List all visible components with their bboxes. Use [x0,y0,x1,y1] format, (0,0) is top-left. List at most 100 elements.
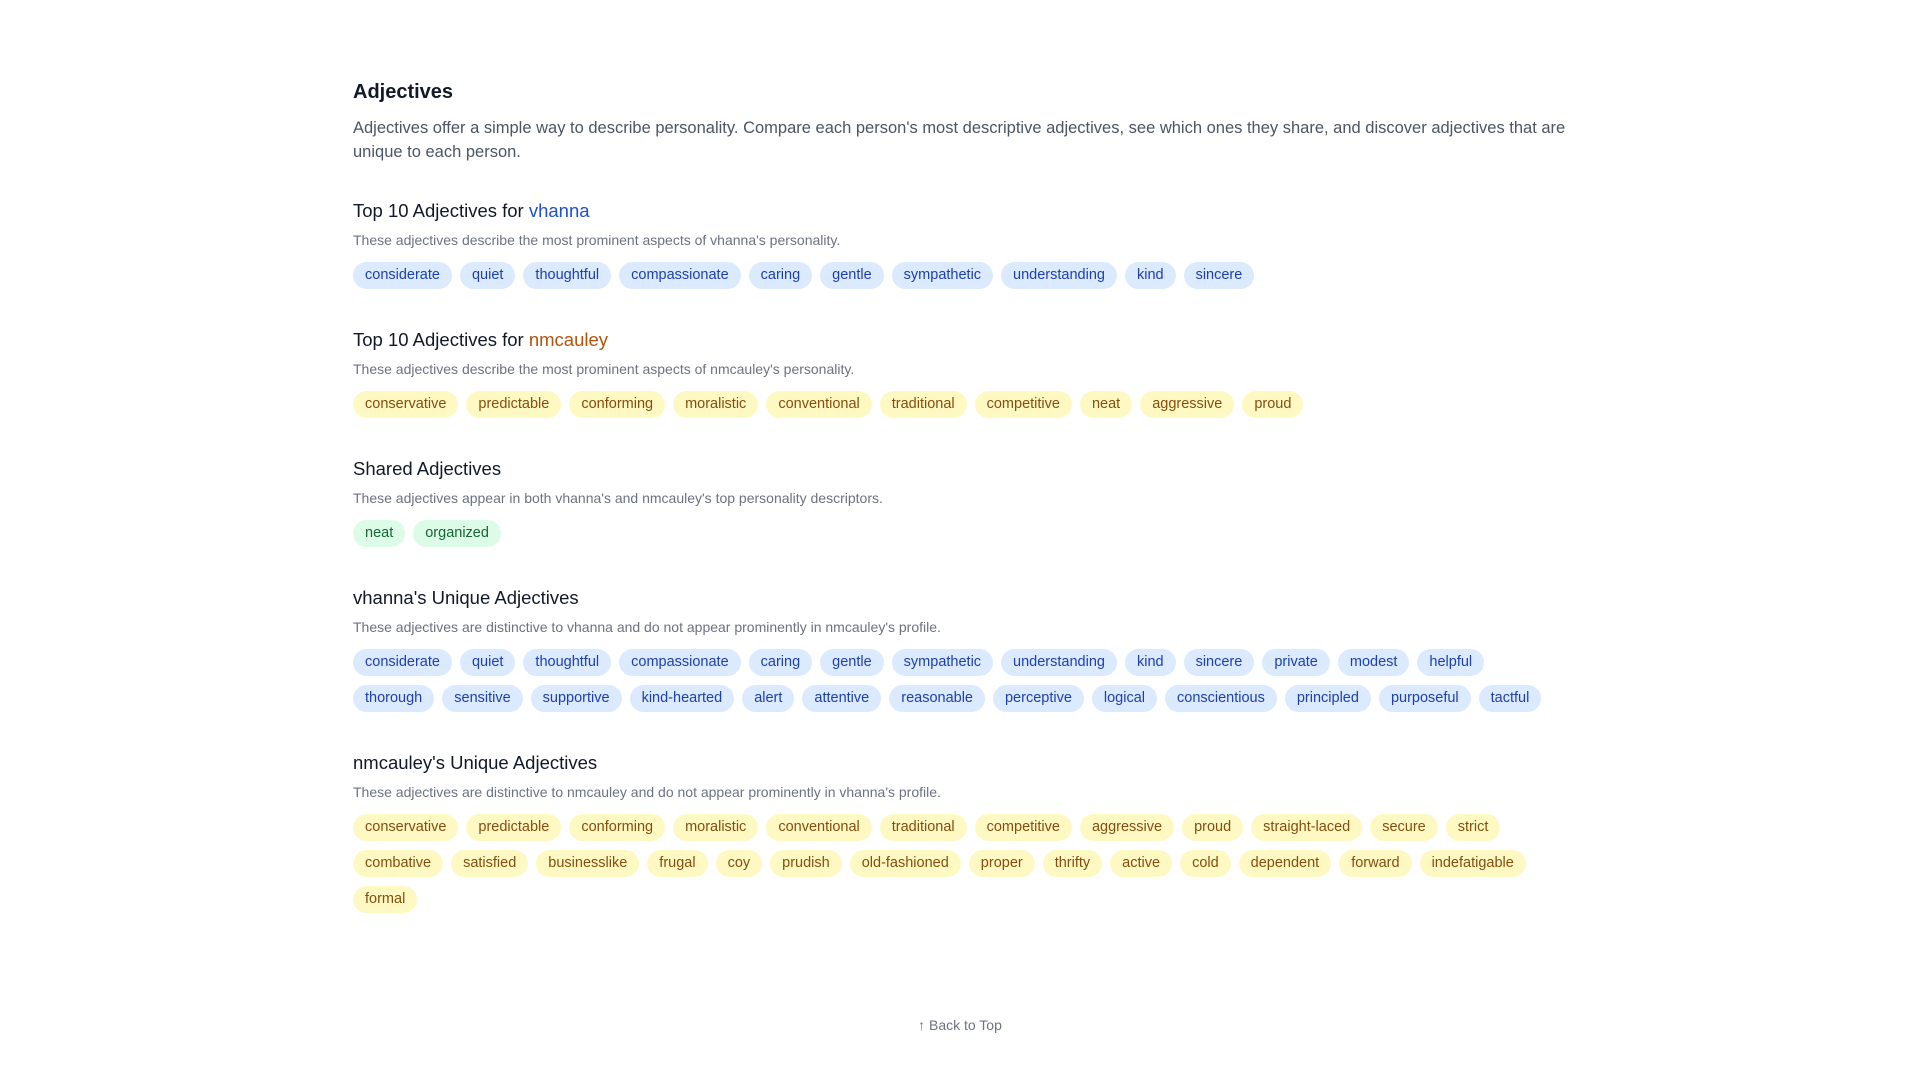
adjective-chip[interactable]: predictable [466,391,562,418]
adjective-chip[interactable]: secure [1370,814,1438,841]
adjective-chip[interactable]: kind-hearted [629,685,735,712]
adjective-chip[interactable]: sympathetic [891,262,994,289]
adjective-chip[interactable]: tactful [1478,685,1542,712]
adjective-section: Top 10 Adjectives for vhanna These adject… [353,198,1567,289]
adjective-chip[interactable]: conforming [569,391,666,418]
adjective-chip[interactable]: competitive [974,814,1072,841]
adjective-chip[interactable]: thorough [353,685,435,712]
adjective-chip[interactable]: thrifty [1042,850,1103,877]
adjective-chip[interactable]: proud [1182,814,1244,841]
adjective-chip[interactable]: modest [1337,649,1410,676]
adjective-chip[interactable]: compassionate [619,649,741,676]
chip-list: conservative predictable conforming moralis… [353,814,1567,913]
adjective-chip[interactable]: combative [353,850,444,877]
section-description: These adjectives are distinctive to vhan… [353,619,941,635]
adjective-section: Shared Adjectives These adjectives appear… [353,456,1567,547]
adjective-chip[interactable]: traditional [879,814,967,841]
adjective-chip[interactable]: conservative [353,391,459,418]
adjective-chip[interactable]: quiet [459,262,516,289]
section-title: Top 10 Adjectives for nmcauley [353,327,1567,353]
adjective-chip[interactable]: logical [1091,685,1157,712]
adjective-chip[interactable]: forward [1339,850,1412,877]
section-title: Top 10 Adjectives for vhanna [353,198,1567,224]
adjective-chip[interactable]: supportive [530,685,622,712]
adjective-chip[interactable]: kind [1124,649,1176,676]
adjective-chip[interactable]: predictable [466,814,562,841]
adjective-chip[interactable]: gentle [820,649,884,676]
adjective-section: vhanna's Unique Adjectives These adjectiv… [353,585,1567,712]
adjective-chip[interactable]: kind [1124,262,1176,289]
section-description: These adjectives appear in both vhanna's… [353,490,883,506]
adjective-chip[interactable]: considerate [353,262,452,289]
adjective-chip[interactable]: caring [748,262,813,289]
adjective-chip[interactable]: proud [1242,391,1304,418]
chip-list: conservative predictable conforming moralis… [353,391,1567,418]
adjective-chip[interactable]: organized [413,520,501,547]
adjective-chip[interactable]: sensitive [442,685,523,712]
adjective-chip[interactable]: coy [715,850,763,877]
section-title: nmcauley's Unique Adjectives [353,750,1567,776]
adjective-chip[interactable]: conforming [569,814,666,841]
adjective-chip[interactable]: quiet [459,649,516,676]
adjective-chip[interactable]: satisfied [451,850,529,877]
adjective-chip[interactable]: compassionate [619,262,741,289]
adjective-chip[interactable]: sincere [1183,649,1255,676]
adjective-chip[interactable]: principled [1284,685,1371,712]
adjective-chip[interactable]: neat [353,520,406,547]
adjective-chip[interactable]: understanding [1001,649,1117,676]
adjective-chip[interactable]: private [1262,649,1330,676]
adjective-chip[interactable]: caring [748,649,813,676]
adjective-chip[interactable]: helpful [1417,649,1485,676]
adjective-chip[interactable]: aggressive [1140,391,1235,418]
adjective-chip[interactable]: strict [1445,814,1501,841]
adjective-chip[interactable]: straight-laced [1251,814,1363,841]
adjective-chip[interactable]: old-fashioned [849,850,961,877]
adjective-chip[interactable]: conscientious [1165,685,1277,712]
footer: ↑ Back to Top [0,1017,1920,1033]
section-title: Shared Adjectives [353,456,1567,482]
section-title-text: Top 10 Adjectives for [353,329,529,350]
adjective-chip[interactable]: competitive [974,391,1072,418]
adjective-chip[interactable]: active [1110,850,1173,877]
adjective-chip[interactable]: reasonable [889,685,985,712]
adjective-chip[interactable]: businesslike [536,850,640,877]
adjective-chip[interactable]: cold [1180,850,1231,877]
section-title-text: Shared Adjectives [353,458,502,479]
adjective-chip[interactable]: sympathetic [891,649,994,676]
back-to-top-link[interactable]: ↑ Back to Top [918,1017,1002,1033]
adjective-chip[interactable]: indefatigable [1419,850,1526,877]
adjective-chip[interactable]: attentive [802,685,882,712]
adjective-chip[interactable]: gentle [820,262,884,289]
section-user-name: nmcauley [528,329,609,350]
adjective-chip[interactable]: considerate [353,649,452,676]
page-title: Adjectives [353,81,454,103]
section-title-text: Top 10 Adjectives for [353,200,529,221]
adjective-chip[interactable]: frugal [647,850,708,877]
chip-list: neat organized [353,520,1567,547]
adjective-chip[interactable]: conservative [353,814,459,841]
adjective-chip[interactable]: moralistic [673,814,759,841]
chip-list: considerate quiet thoughtful compassionate c… [353,649,1567,712]
adjective-chip[interactable]: understanding [1001,262,1117,289]
adjective-chip[interactable]: sincere [1183,262,1255,289]
adjective-chip[interactable]: prudish [770,850,842,877]
adjective-chip[interactable]: moralistic [673,391,759,418]
section-description: These adjectives describe the most promi… [353,361,855,377]
adjective-chip[interactable]: thoughtful [523,262,612,289]
adjective-chip[interactable]: traditional [879,391,967,418]
adjective-chip[interactable]: conventional [766,391,872,418]
adjective-chip[interactable]: aggressive [1079,814,1175,841]
adjective-chip[interactable]: neat [1079,391,1133,418]
adjective-chip[interactable]: purposeful [1378,685,1471,712]
adjective-section: Top 10 Adjectives for nmcauley These adje… [353,327,1567,418]
adjective-chip[interactable]: proper [968,850,1035,877]
adjective-chip[interactable]: thoughtful [523,649,612,676]
adjective-chip[interactable]: perceptive [992,685,1084,712]
adjective-chip[interactable]: conventional [766,814,872,841]
adjective-chip[interactable]: formal [353,886,418,913]
section-title-text: vhanna's Unique Adjectives [353,587,579,608]
section-description: These adjectives are distinctive to nmca… [353,784,941,800]
adjective-chip[interactable]: dependent [1238,850,1332,877]
adjective-chip[interactable]: alert [742,685,795,712]
section-title: vhanna's Unique Adjectives [353,585,1567,611]
